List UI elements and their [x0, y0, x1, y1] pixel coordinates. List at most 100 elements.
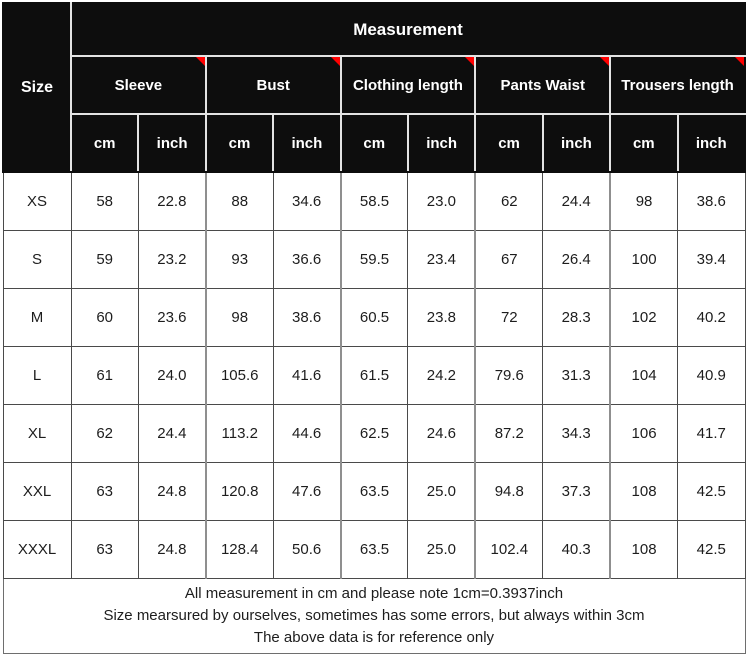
measurement-value-cell: 40.2 — [677, 287, 746, 347]
measurement-value-cell: 38.6 — [677, 171, 746, 231]
measurement-value-cell: 72 — [474, 287, 544, 347]
measurement-value-cell: 25.0 — [407, 461, 476, 521]
comment-marker-icon — [600, 57, 610, 66]
measurement-value-cell: 42.5 — [677, 461, 746, 521]
footnote-line-3: The above data is for reference only — [253, 628, 495, 646]
measurement-value-cell: 94.8 — [474, 461, 544, 521]
table-row: M 60 23.6 98 38.6 60.5 23.8 72 28.3 102 40.2 — [2, 287, 746, 347]
measurement-value-cell: 39.4 — [677, 229, 746, 289]
measurement-value-cell: 79.6 — [474, 345, 544, 405]
measurement-value-cell: 63.5 — [339, 519, 409, 579]
measurement-value-cell: 62 — [474, 171, 544, 231]
measurement-value-cell: 34.3 — [542, 403, 611, 463]
measurement-value-cell: 44.6 — [272, 403, 342, 463]
measurement-value-cell: 98 — [609, 171, 679, 231]
footnote-line-2: Size mearsured by ourselves, sometimes h… — [103, 606, 645, 624]
table-row: XXL 63 24.8 120.8 47.6 63.5 25.0 94.8 37.3 108 42.… — [2, 461, 746, 521]
measurement-value-cell: 60.5 — [339, 287, 409, 347]
measurement-value-cell: 108 — [609, 519, 679, 579]
measurement-value-cell: 23.8 — [407, 287, 476, 347]
comment-marker-icon — [330, 57, 340, 66]
unit-header-row: cm inch cm inch cm inch cm inch cm inch — [3, 113, 747, 173]
unit-header-cell: inch — [406, 113, 477, 173]
measurement-value-cell: 87.2 — [474, 403, 544, 463]
measurement-value-cell: 23.4 — [407, 229, 476, 289]
measurement-value-cell: 63.5 — [339, 461, 409, 521]
measurement-value-cell: 40.3 — [542, 519, 611, 579]
measurement-value-cell: 59 — [70, 229, 139, 289]
measurement-value-cell: 24.2 — [407, 345, 476, 405]
measurement-value-cell: 63 — [70, 461, 139, 521]
group-label: Sleeve — [114, 76, 163, 94]
unit-header-cell: inch — [272, 113, 342, 173]
measurement-value-cell: 24.4 — [137, 403, 207, 463]
unit-header-cell: inch — [676, 113, 747, 173]
measurement-value-cell: 26.4 — [542, 229, 611, 289]
footnote-row: All measurement in cm and please note 1c… — [2, 577, 746, 654]
measurement-value-cell: 88 — [204, 171, 274, 231]
size-label-cell: L — [2, 345, 72, 405]
table-row: XXXL 63 24.8 128.4 50.6 63.5 25.0 102.4 40.3 108 4… — [2, 519, 746, 579]
measurement-value-cell: 102 — [609, 287, 679, 347]
comment-marker-icon — [735, 57, 744, 66]
group-label: Trousers length — [621, 76, 734, 94]
measurement-value-cell: 100 — [609, 229, 679, 289]
measurement-title-row: Size Measurement — [2, 2, 746, 173]
measurement-value-cell: 41.7 — [677, 403, 746, 463]
group-header-clothing-length: Clothing length — [339, 55, 477, 115]
size-label-cell: XXXL — [2, 519, 72, 579]
unit-header-cell: cm — [204, 113, 275, 173]
table-row: XL 62 24.4 113.2 44.6 62.5 24.6 87.2 34.3 106 41.7 — [2, 403, 746, 463]
measurement-value-cell: 104 — [609, 345, 679, 405]
measurement-value-cell: 23.2 — [137, 229, 207, 289]
measurement-value-cell: 24.8 — [137, 461, 207, 521]
measurement-value-cell: 61.5 — [339, 345, 409, 405]
measurement-value-cell: 24.4 — [542, 171, 611, 231]
measurement-value-cell: 98 — [204, 287, 274, 347]
measurement-value-cell: 41.6 — [272, 345, 342, 405]
measurement-value-cell: 62.5 — [339, 403, 409, 463]
size-label-cell: S — [2, 229, 72, 289]
unit-header-cell: inch — [137, 113, 207, 173]
unit-header-cell: cm — [609, 113, 679, 173]
size-label-cell: XXL — [2, 461, 72, 521]
measurement-value-cell: 128.4 — [204, 519, 274, 579]
unit-header-cell: inch — [541, 113, 612, 173]
measurement-value-cell: 31.3 — [542, 345, 611, 405]
measurement-value-cell: 62 — [70, 403, 139, 463]
measurement-value-cell: 42.5 — [677, 519, 746, 579]
measurement-value-cell: 113.2 — [204, 403, 274, 463]
table-body: XS 58 22.8 88 34.6 58.5 23.0 62 24.4 98 38.6 S 59 23.… — [2, 171, 746, 579]
group-label: Pants Waist — [500, 76, 585, 94]
measurement-value-cell: 38.6 — [272, 287, 342, 347]
measurement-value-cell: 63 — [70, 519, 139, 579]
group-header-pants-waist: Pants Waist — [474, 55, 612, 115]
group-header-bust: Bust — [204, 55, 342, 115]
measurement-value-cell: 37.3 — [542, 461, 611, 521]
measurement-value-cell: 108 — [609, 461, 679, 521]
measurement-value-cell: 24.0 — [137, 345, 207, 405]
measurement-value-cell: 120.8 — [204, 461, 274, 521]
measurement-value-cell: 93 — [204, 229, 274, 289]
measurement-value-cell: 36.6 — [272, 229, 342, 289]
group-header-sleeve: Sleeve — [70, 55, 207, 115]
table-header: Size Measurement Sleeve Bust Clothing le… — [2, 2, 747, 173]
measurement-value-cell: 58 — [70, 171, 139, 231]
measurement-title-cell: Measurement — [70, 2, 746, 57]
table-row: XS 58 22.8 88 34.6 58.5 23.0 62 24.4 98 38.6 — [2, 171, 746, 231]
size-corner-cell: Size — [2, 2, 72, 173]
group-header-trousers-length: Trousers length — [609, 55, 746, 115]
measurement-value-cell: 61 — [70, 345, 139, 405]
group-label: Clothing length — [352, 76, 463, 94]
measurement-value-cell: 102.4 — [474, 519, 544, 579]
size-label-cell: M — [2, 287, 72, 347]
table-row: L 61 24.0 105.6 41.6 61.5 24.2 79.6 31.3 104 40.9 — [2, 345, 746, 405]
table-foot: All measurement in cm and please note 1c… — [2, 577, 746, 654]
size-label-cell: XS — [2, 171, 72, 231]
measurement-value-cell: 23.0 — [407, 171, 476, 231]
footnote-line-1: All measurement in cm and please note 1c… — [184, 584, 564, 602]
measurement-value-cell: 58.5 — [339, 171, 409, 231]
measurement-value-cell: 28.3 — [542, 287, 611, 347]
group-label: Bust — [256, 76, 290, 94]
